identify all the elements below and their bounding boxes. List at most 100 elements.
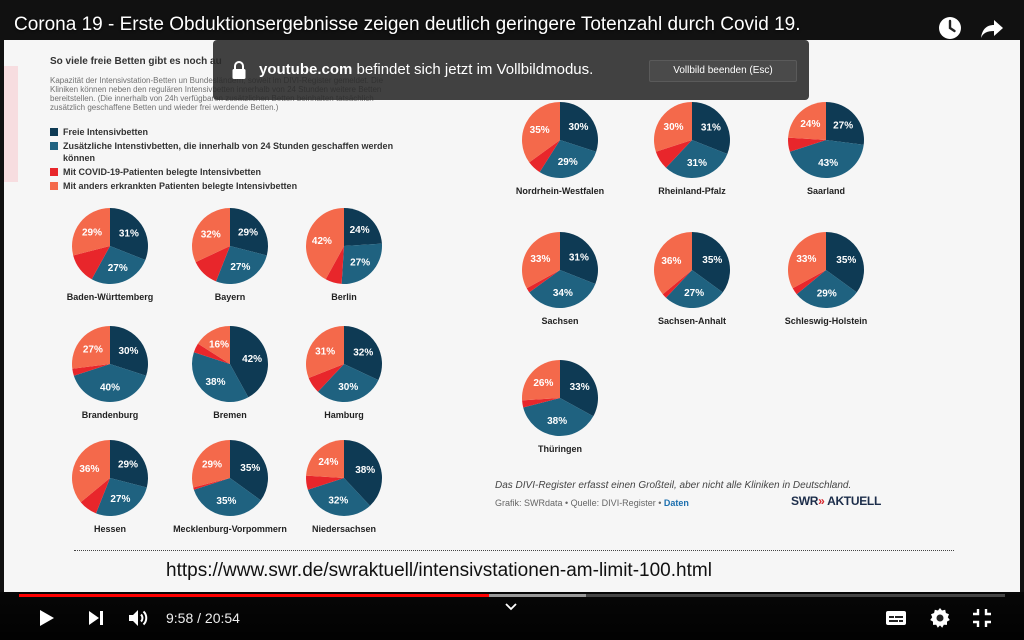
- pie-value-label: 31%: [701, 123, 721, 134]
- pie-slice-covid: [792, 270, 826, 295]
- brand-arrows: »: [818, 494, 825, 508]
- pie-value-label: 31%: [687, 158, 707, 169]
- pie-slice-additional: [539, 140, 597, 178]
- lock-icon: [232, 61, 246, 79]
- time-display: 9:58 / 20:54: [166, 610, 240, 626]
- pie-chart-baden-württemberg: 31% 27% 29%: [72, 208, 148, 284]
- pie-value-label: 30%: [664, 122, 684, 133]
- pie-value-label: 42%: [312, 236, 332, 247]
- legend-item-free: Freie Intensivbetten: [50, 126, 395, 138]
- watch-later-icon[interactable]: [936, 14, 964, 42]
- pie-state-label: Sachsen-Anhalt: [657, 316, 726, 326]
- pie-chart-brandenburg: 30% 40% 27%: [72, 326, 148, 402]
- legend-label-additional: Zusätzliche Intenstivbetten, die innerha…: [63, 141, 394, 163]
- legend-swatch-other: [50, 182, 58, 190]
- share-icon[interactable]: [978, 14, 1006, 42]
- exit-fullscreen-icon[interactable]: [970, 606, 994, 630]
- exit-fullscreen-button[interactable]: Vollbild beenden (Esc): [649, 60, 797, 82]
- pie-chart-hamburg: 32% 30% 31%: [306, 326, 382, 402]
- pie-value-label: 31%: [119, 229, 139, 240]
- pie-value-label: 30%: [118, 346, 138, 357]
- pie-chart-berlin: 24% 27% 42%: [306, 208, 382, 284]
- pie-slice-additional: [192, 352, 249, 402]
- pie-slice-covid: [325, 246, 344, 284]
- pie-slice-additional: [96, 478, 147, 516]
- pie-chart-niedersachsen: 38% 32% 24%: [306, 440, 382, 516]
- pie-slice-free: [344, 208, 382, 246]
- pie-value-label: 30%: [568, 122, 588, 133]
- legend-label-other: Mit anders erkrankten Patienten belegte …: [63, 181, 298, 191]
- pie-value-label: 29%: [238, 228, 258, 239]
- pie-state-label: Bremen: [213, 410, 247, 420]
- current-time: 9:58: [166, 610, 194, 626]
- pie-slice-additional: [665, 270, 723, 308]
- legend-swatch-covid: [50, 168, 58, 176]
- pie-slice-other: [72, 208, 110, 256]
- pie-value-label: 42%: [242, 354, 262, 365]
- fullscreen-notification: youtube.com befindet sich jetzt im Vollb…: [213, 40, 809, 100]
- next-icon[interactable]: [84, 606, 108, 630]
- chart-legend: Freie Intensivbetten Zusätzliche Intenst…: [50, 126, 395, 194]
- pie-value-label: 29%: [558, 157, 578, 168]
- legend-item-additional: Zusätzliche Intenstivbetten, die innerha…: [50, 140, 395, 164]
- pie-slice-free: [692, 102, 730, 154]
- video-title[interactable]: Corona 19 - Erste Obduktionsergebnisse z…: [14, 14, 801, 35]
- pie-slice-other: [197, 326, 230, 364]
- pie-value-label: 27%: [108, 263, 128, 274]
- pie-value-label: 27%: [110, 494, 130, 505]
- brand-swr: SWR: [791, 494, 819, 508]
- pie-value-label: 40%: [100, 382, 120, 393]
- play-icon[interactable]: [34, 606, 58, 630]
- pie-value-label: 35%: [702, 255, 722, 266]
- pie-slice-free: [826, 232, 864, 293]
- pie-value-label: 32%: [201, 229, 221, 240]
- pie-value-label: 35%: [836, 255, 856, 266]
- progress-bar[interactable]: [19, 594, 1005, 597]
- pie-chart-mecklenburg-vorpommern: 35% 35% 29%: [192, 440, 268, 516]
- pie-slice-additional: [796, 270, 857, 308]
- pie-slice-additional: [193, 478, 261, 516]
- pie-slice-covid: [655, 140, 692, 168]
- pie-value-label: 33%: [796, 254, 816, 265]
- pie-state-label: Nordrhein-Westfalen: [515, 186, 605, 196]
- fullscreen-message: youtube.com befindet sich jetzt im Vollb…: [259, 61, 593, 78]
- pie-slice-other: [306, 208, 344, 280]
- pie-slice-free: [826, 102, 864, 145]
- pie-slice-covid: [72, 364, 110, 376]
- settings-gear-icon[interactable]: [928, 606, 952, 630]
- volume-icon[interactable]: [126, 606, 150, 630]
- url-overlay-text: https://www.swr.de/swraktuell/intensivst…: [166, 560, 712, 581]
- pie-value-label: 29%: [817, 288, 837, 299]
- pie-state-label: Mecklenburg-Vorpommern: [173, 524, 287, 534]
- pie-slice-covid: [308, 364, 344, 392]
- chevron-down-icon[interactable]: [504, 602, 518, 612]
- pie-chart-sachsen: 31% 34% 33%: [522, 232, 598, 308]
- pie-chart-nordrhein-westfalen: 30% 29% 35%: [522, 102, 598, 178]
- pie-slice-covid: [195, 246, 230, 282]
- pie-slice-covid: [306, 475, 344, 490]
- pie-chart-bremen: 42% 38% 16%: [192, 326, 268, 402]
- pie-state-label: Schleswig-Holstein: [784, 316, 868, 326]
- pie-slice-other: [522, 102, 560, 163]
- pie-slice-additional: [307, 478, 371, 516]
- pie-value-label: 35%: [216, 496, 236, 507]
- pie-slice-other: [192, 208, 230, 263]
- video-content[interactable]: So viele freie Betten gibt es noch au Ka…: [4, 40, 1020, 592]
- legend-item-other: Mit anders erkrankten Patienten belegte …: [50, 180, 395, 192]
- credit-data-link[interactable]: Daten: [663, 498, 689, 508]
- pie-chart-sachsen-anhalt: 35% 27% 36%: [654, 232, 730, 308]
- pie-slice-free: [344, 440, 382, 506]
- pie-slice-other: [654, 232, 692, 295]
- pie-chart-thüringen: 33% 38% 26%: [522, 360, 598, 436]
- pie-state-label: Rheinland-Pfalz: [658, 186, 726, 196]
- pie-value-label: 36%: [661, 256, 681, 267]
- pie-value-label: 38%: [205, 377, 225, 388]
- pie-slice-covid: [193, 478, 230, 490]
- pie-slice-free: [230, 440, 268, 501]
- pie-state-label: Brandenburg: [81, 410, 139, 420]
- pie-slice-free: [692, 232, 730, 293]
- pie-slice-free: [560, 102, 598, 152]
- legend-swatch-free: [50, 128, 58, 136]
- subtitles-icon[interactable]: [884, 606, 908, 630]
